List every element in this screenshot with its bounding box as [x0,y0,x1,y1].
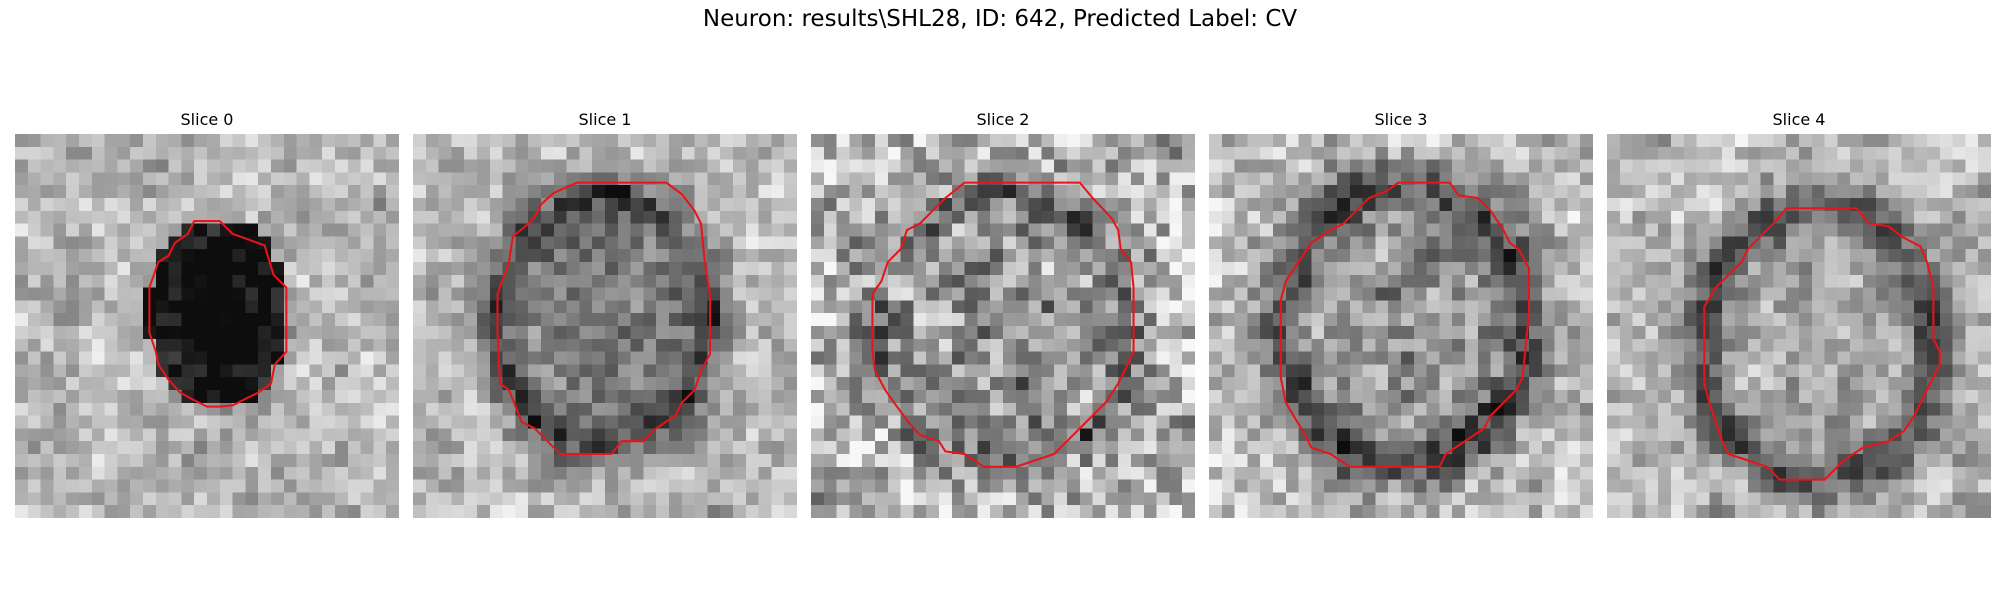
grayscale-image-2 [811,134,1195,518]
slice-panel-0: Slice 0 [15,110,399,518]
slice-image-3 [1209,134,1593,518]
roi-contour-1 [496,181,711,456]
slice-title-4: Slice 4 [1772,110,1826,129]
slice-title-2: Slice 2 [976,110,1030,129]
slice-title-3: Slice 3 [1374,110,1428,129]
slice-image-0 [15,134,399,518]
slice-title-1: Slice 1 [578,110,632,129]
slice-panel-2: Slice 2 [811,110,1195,518]
roi-contour-4 [1703,207,1941,481]
slice-image-1 [413,134,797,518]
grayscale-image-4 [1607,134,1991,518]
roi-contour-0 [148,220,288,408]
slice-panel-3: Slice 3 [1209,110,1593,518]
slice-title-0: Slice 0 [180,110,234,129]
slice-panel-1: Slice 1 [413,110,797,518]
roi-contour-3 [1279,181,1531,468]
grayscale-image-0 [15,134,399,518]
roi-contour-2 [871,181,1135,468]
figure-title: Neuron: results\SHL28, ID: 642, Predicte… [702,6,1298,32]
slice-image-4 [1607,134,1991,518]
slice-panel-4: Slice 4 [1607,110,1991,518]
grayscale-image-3 [1209,134,1593,518]
slice-image-2 [811,134,1195,518]
